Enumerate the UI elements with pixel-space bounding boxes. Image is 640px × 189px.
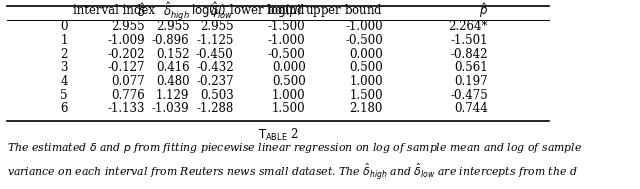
Text: The estimated $\delta$ and $p$ from fitting piecewise linear regression on log o: The estimated $\delta$ and $p$ from fitt… [7, 141, 582, 155]
Text: 0.500: 0.500 [349, 61, 383, 74]
Text: -0.500: -0.500 [268, 48, 305, 61]
Text: -1.125: -1.125 [196, 34, 234, 47]
Text: -0.475: -0.475 [451, 89, 488, 102]
Text: 0.077: 0.077 [111, 75, 145, 88]
Text: 0.561: 0.561 [454, 61, 488, 74]
Text: -1.288: -1.288 [196, 102, 234, 115]
Text: 1.500: 1.500 [272, 102, 305, 115]
Text: 2.264*: 2.264* [449, 20, 488, 33]
Text: 0.503: 0.503 [200, 89, 234, 102]
Text: -1.500: -1.500 [268, 20, 305, 33]
Text: interval index: interval index [74, 4, 156, 17]
Text: -0.127: -0.127 [108, 61, 145, 74]
Text: 0.744: 0.744 [454, 102, 488, 115]
Text: -0.432: -0.432 [196, 61, 234, 74]
Text: 0.000: 0.000 [272, 61, 305, 74]
Text: 0.152: 0.152 [156, 48, 189, 61]
Text: 1.000: 1.000 [272, 89, 305, 102]
Text: -0.842: -0.842 [451, 48, 488, 61]
Text: $\hat{\delta}_{low}$: $\hat{\delta}_{low}$ [211, 1, 234, 21]
Text: 5: 5 [60, 89, 68, 102]
Text: 6: 6 [60, 102, 68, 115]
Text: 3: 3 [60, 61, 68, 74]
Text: -1.000: -1.000 [268, 34, 305, 47]
Text: variance on each interval from Reuters news small dataset. The $\hat{\delta}_{hi: variance on each interval from Reuters n… [7, 161, 577, 182]
Text: $\hat{\delta}$: $\hat{\delta}$ [136, 2, 145, 20]
Text: -0.202: -0.202 [108, 48, 145, 61]
Text: 4: 4 [60, 75, 68, 88]
Text: 0.776: 0.776 [111, 89, 145, 102]
Text: 2.955: 2.955 [200, 20, 234, 33]
Text: 1.000: 1.000 [349, 75, 383, 88]
Text: $\log(\mu)$ lower bound: $\log(\mu)$ lower bound [191, 2, 305, 19]
Text: -0.237: -0.237 [196, 75, 234, 88]
Text: 2: 2 [60, 48, 68, 61]
Text: 1.129: 1.129 [156, 89, 189, 102]
Text: 0.000: 0.000 [349, 48, 383, 61]
Text: 1.500: 1.500 [349, 89, 383, 102]
Text: -1.133: -1.133 [108, 102, 145, 115]
Text: 2.955: 2.955 [111, 20, 145, 33]
Text: 0.500: 0.500 [272, 75, 305, 88]
Text: 0.480: 0.480 [156, 75, 189, 88]
Text: 0.197: 0.197 [454, 75, 488, 88]
Text: -0.500: -0.500 [345, 34, 383, 47]
Text: -1.000: -1.000 [346, 20, 383, 33]
Text: 0.416: 0.416 [156, 61, 189, 74]
Text: 2.180: 2.180 [349, 102, 383, 115]
Text: -1.501: -1.501 [451, 34, 488, 47]
Text: 1: 1 [60, 34, 68, 47]
Text: 0: 0 [60, 20, 68, 33]
Text: $\hat{\delta}_{high}$: $\hat{\delta}_{high}$ [163, 0, 189, 22]
Text: $\hat{p}$: $\hat{p}$ [479, 1, 488, 20]
Text: $\log(\mu)$ upper bound: $\log(\mu)$ upper bound [267, 2, 383, 19]
Text: -0.450: -0.450 [196, 48, 234, 61]
Text: -1.009: -1.009 [108, 34, 145, 47]
Text: 2.955: 2.955 [156, 20, 189, 33]
Text: -0.896: -0.896 [152, 34, 189, 47]
Text: $\mathrm{T}_{\mathrm{ABLE}}$ 2: $\mathrm{T}_{\mathrm{ABLE}}$ 2 [257, 127, 298, 143]
Text: -1.039: -1.039 [152, 102, 189, 115]
